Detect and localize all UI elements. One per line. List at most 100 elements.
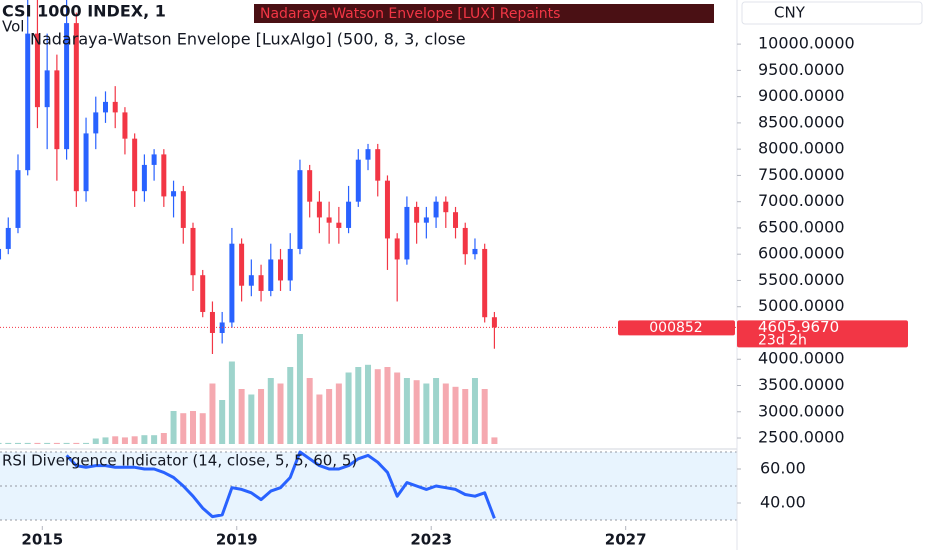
volume-bar — [34, 442, 41, 444]
axes: 2500.0000 3000.0000 3500.0000 4000.0000 5000… — [0, 34, 908, 549]
volume-bar — [335, 383, 342, 444]
volume-bar — [190, 411, 197, 444]
volume-bar — [374, 369, 381, 444]
candle-body — [433, 201, 439, 218]
candle-body — [151, 154, 157, 165]
volume-bar — [141, 435, 148, 444]
candle-body — [141, 164, 147, 192]
candle-body — [472, 248, 478, 255]
candle-body — [414, 206, 420, 223]
x-tick-label: 2019 — [216, 531, 258, 549]
volume-bar — [92, 438, 99, 444]
currency-box[interactable] — [741, 1, 923, 25]
candle-body — [25, 33, 31, 171]
volume-label: Vol — [2, 18, 24, 36]
candle-body — [404, 206, 410, 260]
volume-bar — [316, 394, 323, 444]
candle-body — [384, 180, 390, 239]
y-tick-label: 3000.0000 — [758, 401, 845, 420]
volume-bar — [238, 389, 245, 444]
candle-body — [200, 275, 206, 312]
y-tick-label: 3500.0000 — [758, 375, 845, 394]
volume-bar — [228, 361, 235, 444]
candle-body — [278, 259, 284, 281]
candle-body — [443, 201, 449, 213]
volume-bar — [258, 389, 265, 444]
volume-bar — [403, 378, 410, 444]
overlay-label-box — [254, 4, 714, 23]
candle-body — [248, 275, 254, 286]
candle-body — [0, 248, 2, 260]
candle-body — [229, 243, 235, 323]
volume-bar — [44, 442, 51, 444]
candle-body — [453, 212, 459, 228]
volume-bar — [131, 436, 138, 444]
volume-bar — [112, 436, 119, 444]
y-tick-label: 9500.0000 — [758, 60, 845, 79]
y-tick-label: 4000.0000 — [758, 349, 845, 368]
candle-body — [307, 170, 313, 202]
volume-bar — [277, 383, 284, 444]
candle-body — [83, 133, 89, 192]
candle-body — [64, 23, 70, 150]
price-badge — [737, 320, 908, 348]
countdown-label: 23d 2h — [758, 332, 807, 348]
symbol-label: 000852 — [649, 320, 702, 336]
volume-bar — [355, 367, 362, 444]
volume-bar — [248, 394, 255, 444]
volume-bar — [384, 367, 391, 444]
candle-body — [209, 311, 215, 333]
symbol-badge — [618, 320, 735, 336]
rsi-pane — [0, 451, 737, 521]
volume-bar — [433, 378, 440, 444]
overlay-label: Nadaraya-Watson Envelope [LUX] Repaints — [260, 6, 560, 22]
candle-body — [44, 70, 50, 108]
candle-body — [122, 112, 128, 139]
candle-body — [268, 259, 274, 291]
last-price-label: 4605.9670 — [758, 318, 839, 336]
y-tick-label: 2500.0000 — [758, 428, 845, 447]
volume-bar — [180, 413, 187, 444]
volume-bar — [267, 378, 274, 444]
candle-body — [365, 149, 371, 160]
y-tick-label: 7500.0000 — [758, 165, 845, 184]
candle-body — [171, 191, 177, 197]
volume-bar — [151, 435, 158, 444]
volume-bar — [63, 442, 70, 444]
candle-body — [54, 70, 60, 150]
chart-title: CSI 1000 INDEX, 1 — [2, 2, 166, 21]
candle-body — [132, 138, 138, 192]
rsi-layer — [65, 450, 496, 519]
x-tick-label: 2015 — [21, 531, 63, 549]
volume-bar — [121, 437, 128, 444]
rsi-line — [65, 450, 496, 519]
candle-body — [190, 227, 196, 276]
candle-body — [423, 217, 429, 223]
currency[interactable]: CNY — [774, 4, 806, 22]
volume-bar — [481, 389, 488, 444]
candle-body — [326, 217, 332, 223]
volume-bar — [209, 383, 216, 444]
y-tick-label: 8000.0000 — [758, 139, 845, 158]
candle-body — [112, 101, 118, 113]
volume-bar — [24, 442, 31, 444]
volume-bar — [0, 442, 2, 444]
candle-body — [491, 317, 497, 328]
volume-bar — [462, 389, 469, 444]
volume-bar — [53, 442, 60, 444]
volume-bar — [102, 437, 109, 444]
candle-body — [161, 154, 167, 197]
y-tick-label: 9000.0000 — [758, 86, 845, 105]
y-tick-label: 5000.0000 — [758, 296, 845, 315]
candle-body — [73, 23, 79, 192]
volume-bar — [491, 437, 498, 444]
volume-bar — [345, 372, 352, 444]
volume-bar — [170, 411, 177, 444]
candle-body — [336, 222, 342, 228]
volume-bar — [296, 334, 303, 444]
candle-layer — [0, 0, 497, 354]
candle-body — [180, 191, 186, 228]
candle-body — [258, 275, 264, 291]
